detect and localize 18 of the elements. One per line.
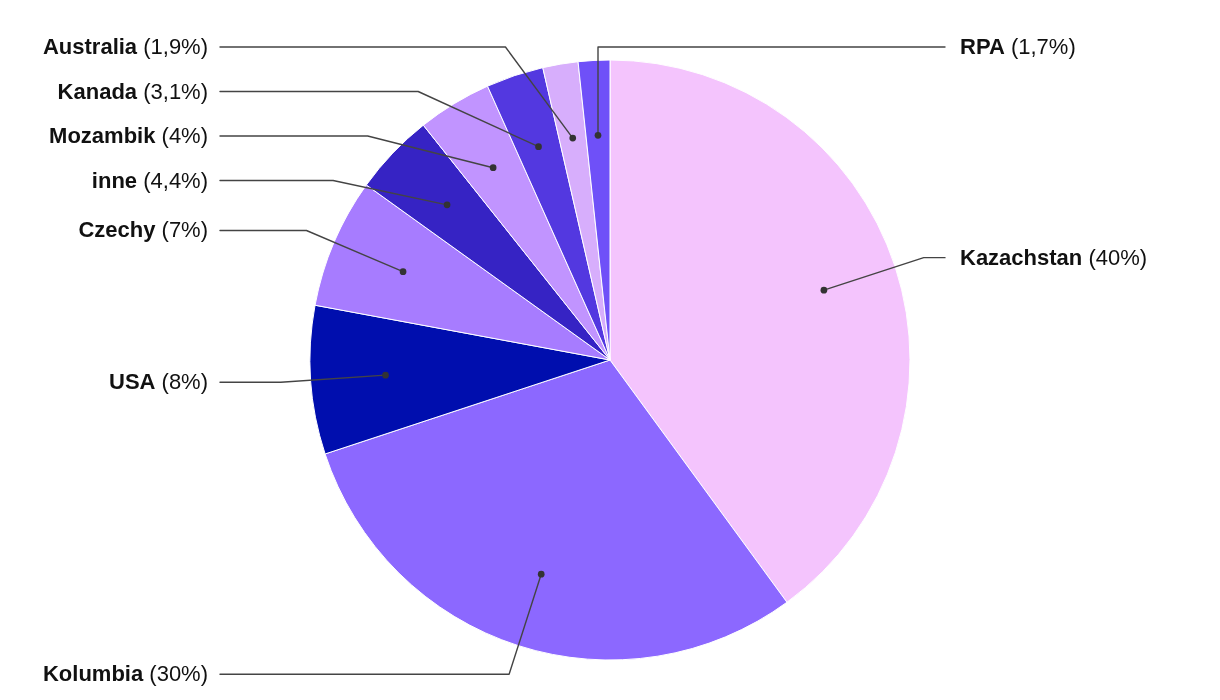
data-label: (3,1%): [143, 78, 208, 104]
data-label: (7%): [161, 217, 208, 243]
slice-label: Kanada: [57, 78, 138, 104]
slice-label: RPA: [960, 34, 1005, 59]
data-label: (8%): [161, 369, 208, 395]
data-label: (40%): [1088, 244, 1148, 270]
slice-label: Kolumbia: [42, 661, 144, 687]
slice-label: inne: [91, 167, 138, 193]
slice-label: USA: [108, 369, 156, 395]
data-label: (4%): [161, 123, 208, 148]
data-label: (1,7%): [1010, 34, 1076, 59]
data-label: (1,9%): [143, 34, 208, 59]
slice-label: Mozambik: [49, 123, 157, 148]
slice-label: Australia: [42, 34, 138, 59]
slice-label: Czechy: [78, 217, 157, 243]
data-label: (4,4%): [143, 167, 208, 193]
slice-label: Kazachstan: [960, 244, 1083, 270]
data-label: (30%): [149, 661, 208, 687]
